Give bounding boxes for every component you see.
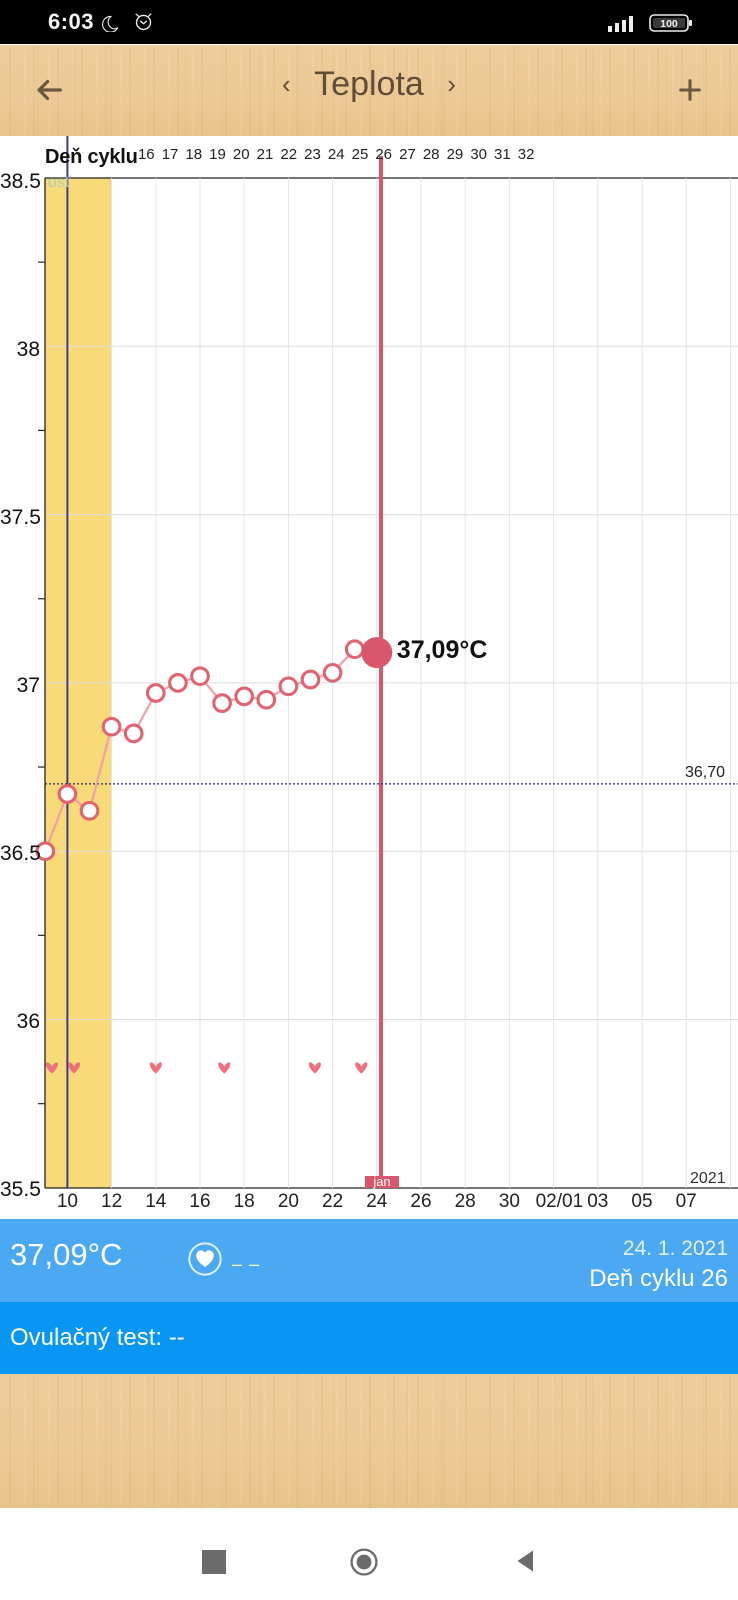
svg-text:100: 100 xyxy=(660,18,678,30)
